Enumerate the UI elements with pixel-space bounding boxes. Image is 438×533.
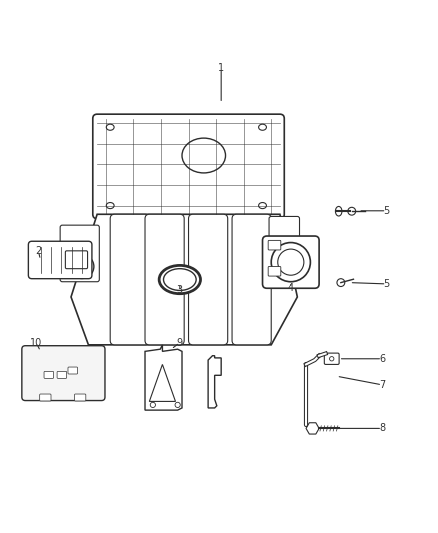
Text: 2: 2 [35,246,42,256]
Text: 8: 8 [379,423,385,433]
FancyBboxPatch shape [44,372,53,378]
Text: 10: 10 [30,338,42,348]
FancyBboxPatch shape [262,236,319,288]
FancyBboxPatch shape [188,214,228,345]
Text: 9: 9 [177,338,183,348]
Ellipse shape [163,269,196,290]
Ellipse shape [70,255,94,278]
FancyBboxPatch shape [68,367,78,374]
FancyBboxPatch shape [22,346,105,400]
FancyBboxPatch shape [74,394,86,401]
Polygon shape [145,345,182,410]
Text: 5: 5 [383,279,390,289]
Ellipse shape [348,207,356,215]
Text: 6: 6 [379,354,385,364]
FancyBboxPatch shape [65,251,88,269]
Polygon shape [149,365,176,401]
FancyBboxPatch shape [269,216,300,282]
FancyBboxPatch shape [145,214,184,345]
FancyBboxPatch shape [40,394,51,401]
FancyBboxPatch shape [324,353,339,365]
FancyBboxPatch shape [268,266,281,276]
FancyBboxPatch shape [110,214,149,345]
Text: 1: 1 [218,63,224,74]
Ellipse shape [106,203,114,208]
FancyBboxPatch shape [60,225,99,282]
Ellipse shape [258,124,266,130]
Ellipse shape [150,402,155,408]
Polygon shape [306,423,319,434]
Text: 4: 4 [288,283,294,293]
Polygon shape [208,356,221,408]
FancyBboxPatch shape [57,372,67,378]
Polygon shape [71,214,297,345]
Ellipse shape [159,265,201,294]
Ellipse shape [106,124,114,130]
Text: 7: 7 [379,380,385,390]
Ellipse shape [336,206,342,216]
Ellipse shape [278,249,304,275]
FancyBboxPatch shape [232,214,271,345]
FancyBboxPatch shape [28,241,92,279]
Ellipse shape [258,203,266,208]
Ellipse shape [337,279,345,287]
Ellipse shape [182,138,226,173]
Text: 5: 5 [383,206,390,216]
FancyBboxPatch shape [268,240,281,250]
Text: 3: 3 [177,286,183,295]
Ellipse shape [271,243,311,282]
Ellipse shape [329,357,334,361]
Ellipse shape [175,402,180,408]
